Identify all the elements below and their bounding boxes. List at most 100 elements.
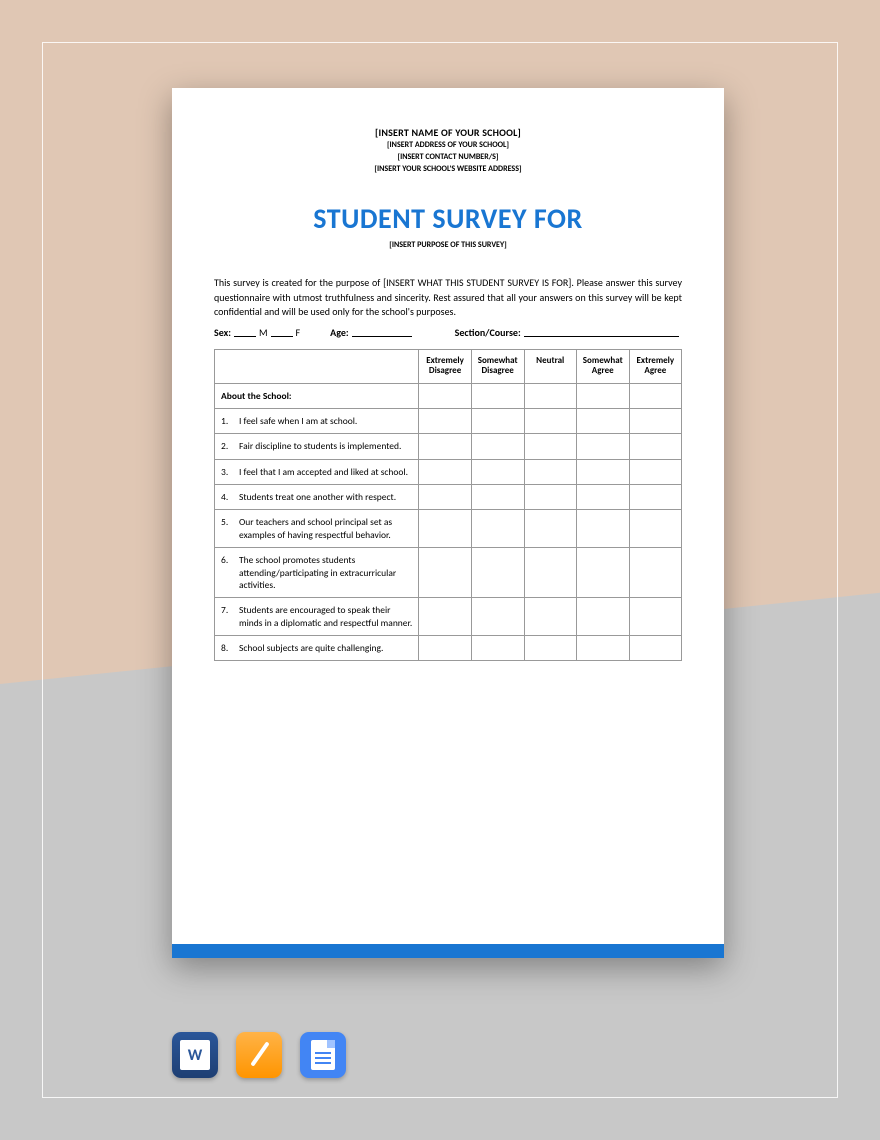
response-cell[interactable] [419,598,471,636]
response-cell[interactable] [471,459,524,484]
question-cell: 5.Our teachers and school principal set … [215,510,419,548]
question-text: Our teachers and school principal set as… [239,516,412,541]
response-cell[interactable] [629,434,681,459]
question-text: School subjects are quite challenging. [239,642,412,654]
footer-bar [172,944,724,958]
response-cell[interactable] [471,548,524,598]
response-cell[interactable] [524,384,576,409]
question-cell: 4.Students treat one another with respec… [215,485,419,510]
response-cell[interactable] [471,434,524,459]
question-number: 7. [221,604,239,629]
response-cell[interactable] [471,384,524,409]
response-cell[interactable] [419,434,471,459]
question-text: Students are encouraged to speak their m… [239,604,412,629]
table-row: 7.Students are encouraged to speak their… [215,598,682,636]
word-icon[interactable]: W [172,1032,218,1078]
school-header: [INSERT NAME OF YOUR SCHOOL] [INSERT ADD… [214,126,682,175]
question-cell: 7.Students are encouraged to speak their… [215,598,419,636]
section-header: About the School: [215,384,419,409]
question-number: 3. [221,466,239,478]
question-header [215,349,419,384]
question-number: 6. [221,554,239,591]
google-docs-icon[interactable] [300,1032,346,1078]
response-cell[interactable] [524,635,576,660]
sex-m-label: M [259,326,268,339]
table-row: 1.I feel safe when I am at school. [215,409,682,434]
school-website: [INSERT YOUR SCHOOL'S WEBSITE ADDRESS] [214,163,682,175]
question-number: 1. [221,415,239,427]
question-text: The school promotes students attending/p… [239,554,412,591]
response-cell[interactable] [629,459,681,484]
question-number: 5. [221,516,239,541]
response-cell[interactable] [524,598,576,636]
response-cell[interactable] [629,548,681,598]
sex-f-field[interactable] [271,327,293,337]
response-cell[interactable] [524,409,576,434]
table-row: 6.The school promotes students attending… [215,548,682,598]
response-cell[interactable] [576,434,629,459]
response-cell[interactable] [576,548,629,598]
section-label: Section/Course: [455,326,521,339]
response-cell[interactable] [471,485,524,510]
question-number: 2. [221,440,239,452]
response-cell[interactable] [576,384,629,409]
response-cell[interactable] [576,409,629,434]
col-header: Somewhat Disagree [471,349,524,384]
question-cell: 6.The school promotes students attending… [215,548,419,598]
response-cell[interactable] [419,510,471,548]
document-title: STUDENT SURVEY FOR [214,201,682,236]
sex-label: Sex: [214,326,231,339]
question-number: 8. [221,642,239,654]
response-cell[interactable] [524,548,576,598]
response-cell[interactable] [419,384,471,409]
section-row: About the School: [215,384,682,409]
school-address: [INSERT ADDRESS OF YOUR SCHOOL] [214,139,682,151]
age-field[interactable] [352,327,412,337]
response-cell[interactable] [524,459,576,484]
response-cell[interactable] [524,434,576,459]
response-cell[interactable] [576,635,629,660]
response-cell[interactable] [629,485,681,510]
response-cell[interactable] [471,635,524,660]
table-row: 5.Our teachers and school principal set … [215,510,682,548]
response-cell[interactable] [629,598,681,636]
survey-document: [INSERT NAME OF YOUR SCHOOL] [INSERT ADD… [172,88,724,958]
question-cell: 3.I feel that I am accepted and liked at… [215,459,419,484]
sex-m-field[interactable] [234,327,256,337]
response-cell[interactable] [629,409,681,434]
response-cell[interactable] [524,485,576,510]
question-text: I feel safe when I am at school. [239,415,412,427]
response-cell[interactable] [576,510,629,548]
response-cell[interactable] [524,510,576,548]
response-cell[interactable] [471,598,524,636]
response-cell[interactable] [576,598,629,636]
file-format-icons: W [172,1032,346,1078]
section-field[interactable] [524,327,679,337]
response-cell[interactable] [576,485,629,510]
docs-page-icon [311,1040,335,1070]
survey-tbody: About the School: 1.I feel safe when I a… [215,384,682,661]
table-row: 4.Students treat one another with respec… [215,485,682,510]
response-cell[interactable] [471,510,524,548]
response-cell[interactable] [576,459,629,484]
table-row: 8.School subjects are quite challenging. [215,635,682,660]
response-cell[interactable] [471,409,524,434]
response-cell[interactable] [629,384,681,409]
pages-icon[interactable] [236,1032,282,1078]
school-contact: [INSERT CONTACT NUMBER/S] [214,151,682,163]
response-cell[interactable] [419,409,471,434]
response-cell[interactable] [419,459,471,484]
col-header: Neutral [524,349,576,384]
response-cell[interactable] [419,548,471,598]
response-cell[interactable] [629,635,681,660]
question-text: Fair discipline to students is implement… [239,440,412,452]
response-cell[interactable] [419,635,471,660]
response-cell[interactable] [629,510,681,548]
table-row: 2.Fair discipline to students is impleme… [215,434,682,459]
question-text: I feel that I am accepted and liked at s… [239,466,412,478]
col-header: Extremely Disagree [419,349,471,384]
response-cell[interactable] [419,485,471,510]
survey-table: Extremely Disagree Somewhat Disagree Neu… [214,349,682,662]
school-name: [INSERT NAME OF YOUR SCHOOL] [214,126,682,139]
table-header-row: Extremely Disagree Somewhat Disagree Neu… [215,349,682,384]
